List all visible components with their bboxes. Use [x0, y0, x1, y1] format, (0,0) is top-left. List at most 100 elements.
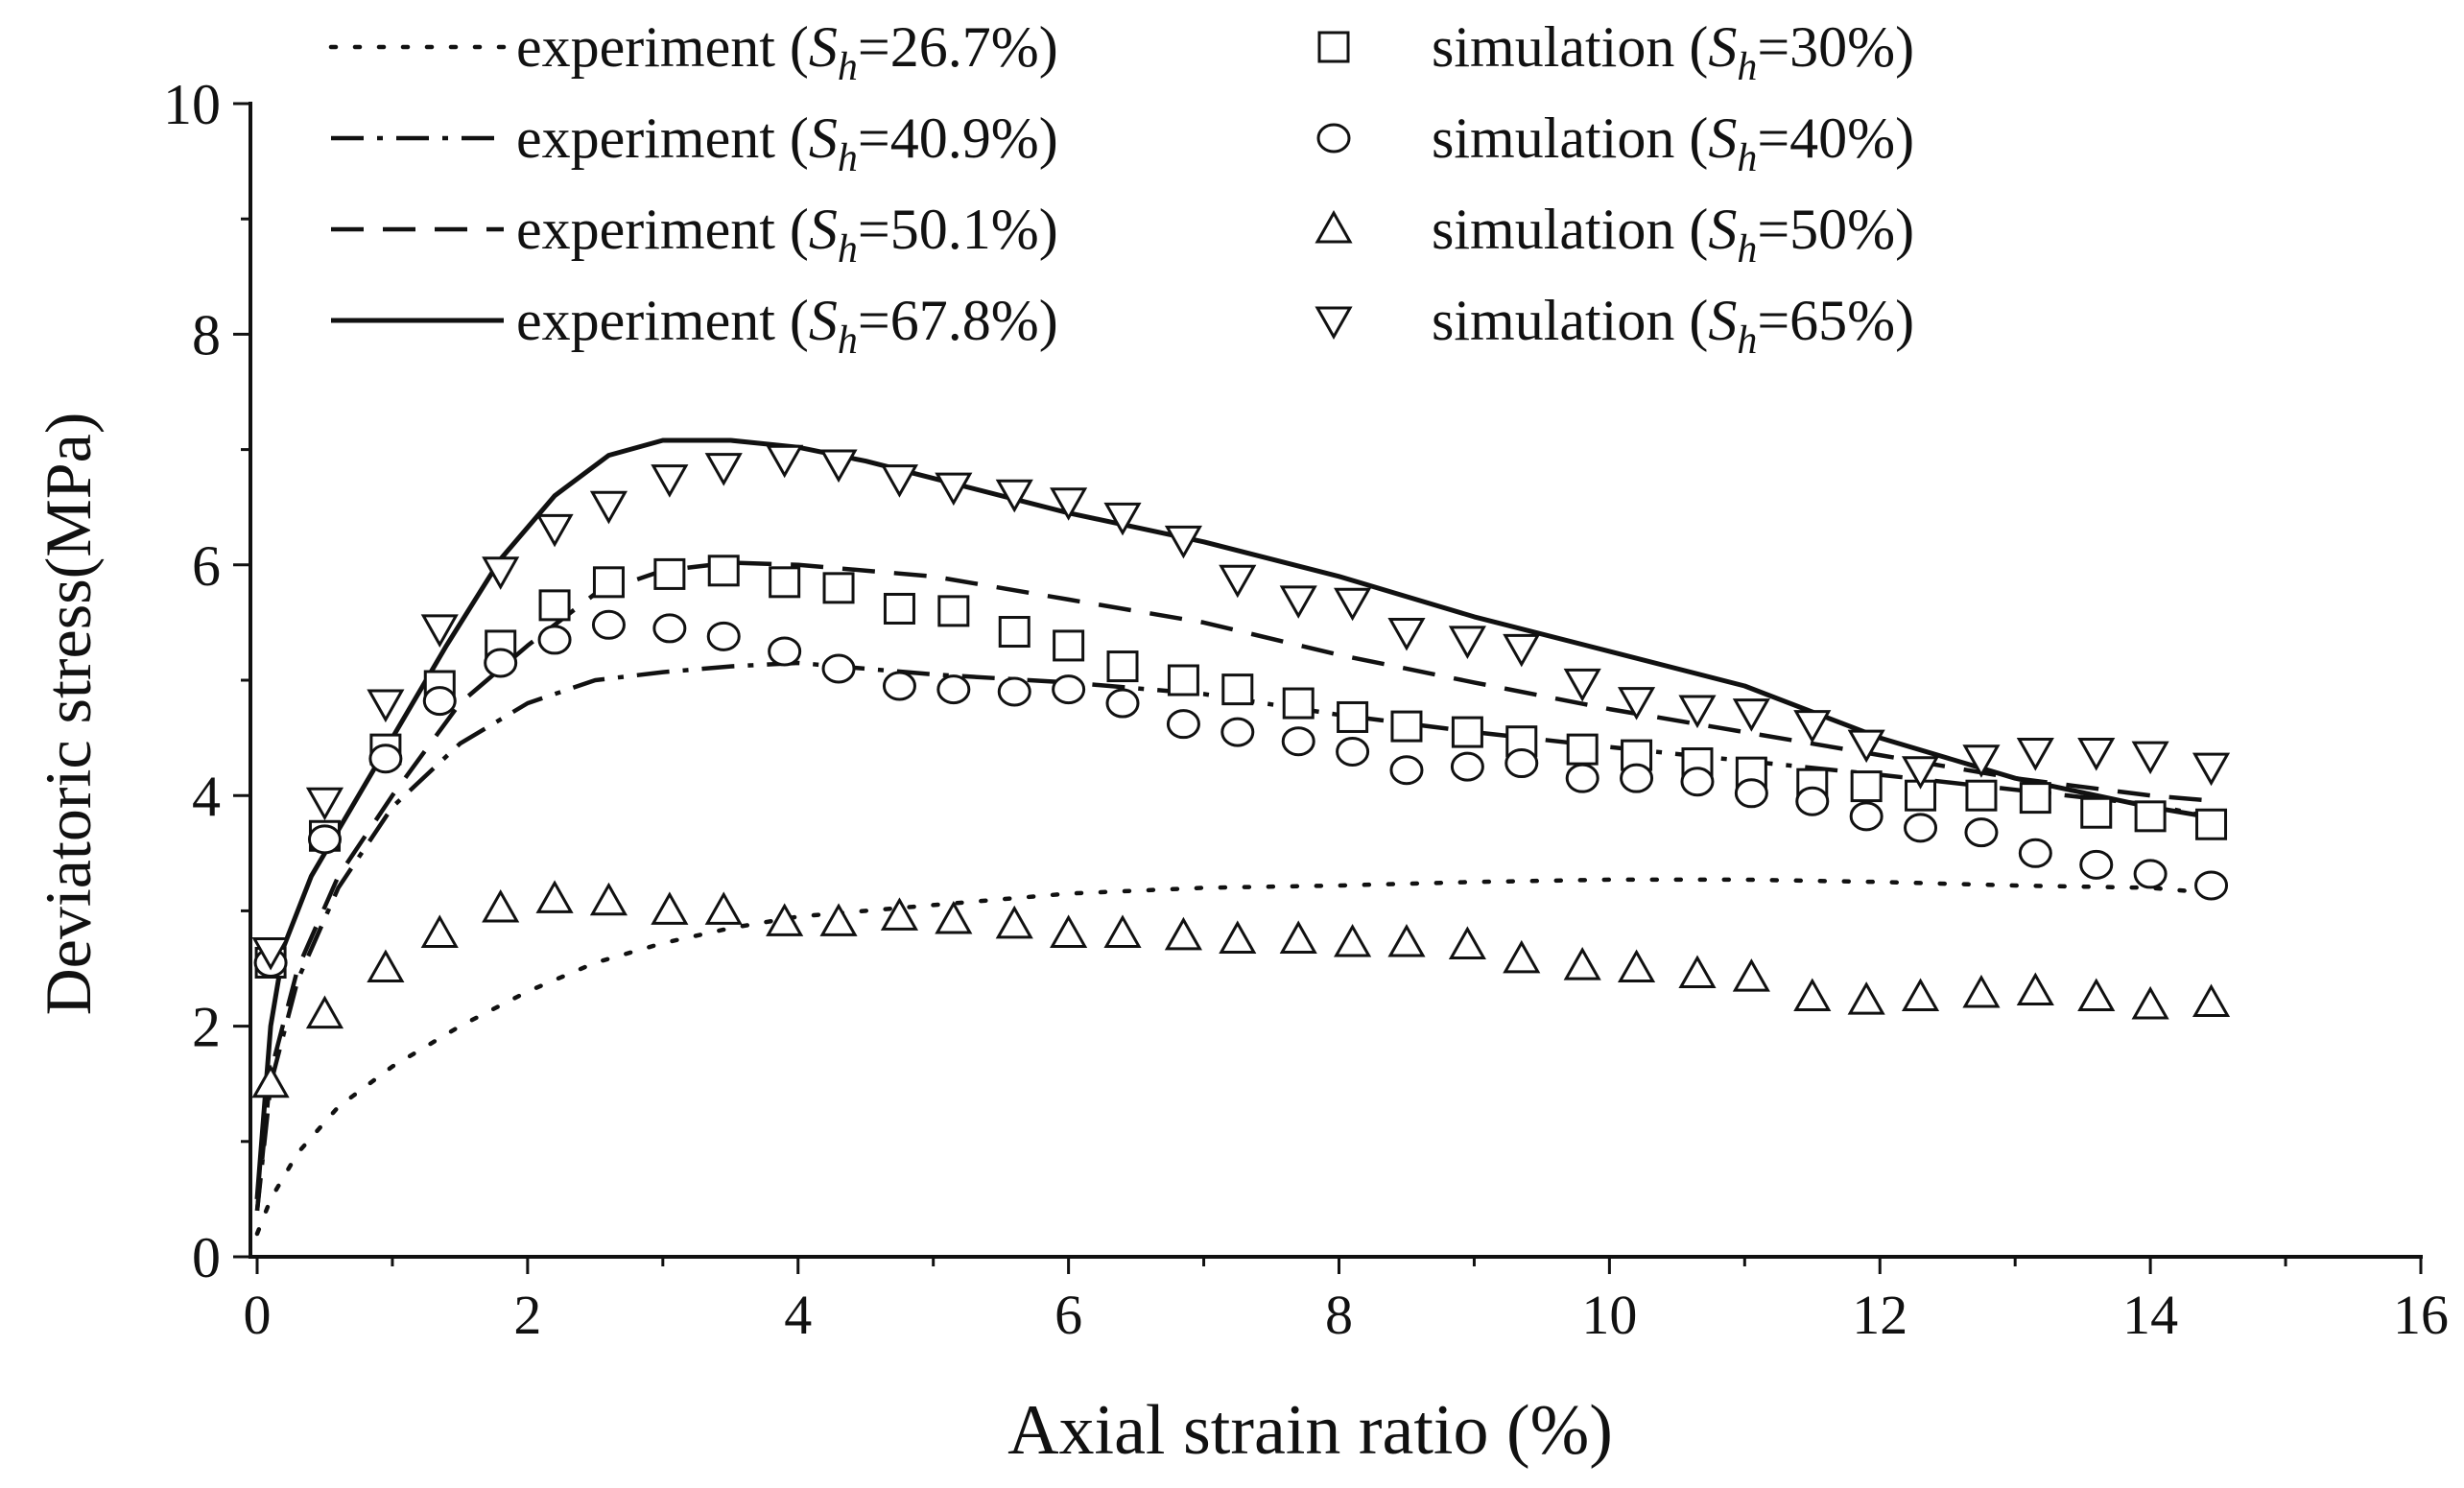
data-point-triangle-up: [2131, 985, 2169, 1020]
data-point-square: [2019, 782, 2051, 815]
data-point-circle: [591, 609, 626, 640]
data-point-square: [1106, 650, 1139, 683]
data-point-circle: [768, 636, 802, 667]
data-point-circle: [1964, 817, 1999, 848]
data-point-triangle-down: [1334, 587, 1372, 622]
data-point-triangle-down: [1503, 633, 1541, 668]
data-point-triangle-up: [819, 903, 858, 936]
data-point-triangle-up: [1050, 914, 1088, 948]
data-point-square: [2195, 808, 2228, 840]
series-6: [251, 880, 2231, 1098]
data-point-circle: [1220, 717, 1255, 747]
data-point-circle: [484, 648, 518, 678]
data-point-triangle-down: [704, 453, 743, 486]
legend-label: simulation (Sh=50%): [1432, 198, 1914, 272]
data-point-circle: [1680, 767, 1715, 797]
legend-label: simulation (Sh=65%): [1432, 289, 1914, 363]
data-point-triangle-down: [1279, 585, 1317, 619]
y-tick-label: 0: [192, 1226, 221, 1289]
y-tick-label: 4: [192, 765, 221, 828]
data-point-triangle-up: [535, 880, 574, 913]
series-line-dotted: [254, 877, 2220, 1237]
x-tick-label: 10: [1581, 1284, 1637, 1346]
data-point-square: [822, 572, 855, 604]
data-point-triangle-up: [766, 903, 804, 936]
data-point-triangle-up: [1732, 958, 1770, 992]
data-point-triangle-down: [1847, 729, 1885, 764]
data-point-square: [1390, 710, 1423, 743]
data-point-triangle-up: [1901, 978, 1940, 1012]
data-point-triangle-down: [1732, 698, 1770, 732]
data-point-triangle-up: [1164, 916, 1202, 951]
data-point-circle: [1504, 748, 1539, 779]
data-point-circle: [1620, 763, 1654, 793]
data-point-circle: [1336, 737, 1370, 768]
data-point-triangle-down: [589, 490, 628, 525]
data-point-triangle-up: [1448, 926, 1486, 959]
data-point-triangle-down: [766, 444, 804, 479]
legend-marker-triangle-up: [1315, 209, 1353, 244]
data-point-triangle-up: [1503, 939, 1541, 974]
data-point-triangle-down: [1103, 502, 1142, 536]
data-point-circle: [706, 621, 741, 651]
data-point-triangle-up: [1279, 920, 1317, 954]
data-point-square: [1337, 700, 1369, 733]
data-point-circle: [1795, 786, 1830, 816]
data-point-triangle-up: [1847, 981, 1885, 1015]
data-point-triangle-down: [2016, 738, 2054, 771]
data-point-circle: [422, 686, 457, 717]
series-line-dashed: [254, 560, 2218, 1212]
x-ticks: 0 2 4 6 8 10 12 14 16: [244, 1257, 2449, 1346]
data-point-square: [1505, 725, 1538, 758]
legend-label: experiment (Sh=50.1%): [516, 198, 1058, 272]
x-tick-label: 8: [1325, 1284, 1353, 1346]
data-point-triangle-up: [420, 914, 459, 948]
data-point-circle: [1734, 778, 1768, 809]
data-point-triangle-down: [819, 449, 858, 484]
data-point-triangle-up: [251, 1064, 290, 1098]
x-tick-label: 0: [244, 1284, 272, 1346]
data-point-square: [1053, 629, 1085, 662]
series-1: [254, 660, 2219, 1212]
data-point-circle: [307, 824, 342, 855]
data-point-triangle-up: [2077, 978, 2116, 1012]
data-point-triangle-up: [935, 900, 973, 934]
data-point-circle: [2133, 859, 2168, 889]
legend-label: experiment (Sh=40.9%): [516, 106, 1058, 180]
data-point-square: [707, 555, 740, 587]
data-point-triangle-up: [1219, 920, 1257, 954]
data-point-circle: [1052, 674, 1086, 705]
x-tick-label: 12: [1852, 1284, 1907, 1346]
legend-label: experiment (Sh=67.8%): [516, 289, 1058, 363]
x-tick-label: 14: [2122, 1284, 2178, 1346]
data-point-triangle-down: [1387, 618, 1426, 651]
data-point-triangle-down: [251, 936, 290, 971]
data-point-circle: [1389, 755, 1424, 786]
data-point-triangle-up: [1563, 947, 1601, 980]
y-tick-label: 2: [192, 996, 221, 1059]
data-point-square: [1282, 687, 1315, 720]
data-point-circle: [1565, 763, 1599, 793]
data-point-triangle-down: [1219, 564, 1257, 599]
data-point-circle: [997, 676, 1031, 707]
y-ticks: 0 2 4 6 8 10: [163, 73, 250, 1289]
data-point-triangle-up: [704, 891, 743, 925]
data-point-triangle-up: [1103, 914, 1142, 948]
plot-series: [251, 437, 2231, 1237]
data-point-triangle-up: [589, 882, 628, 916]
data-point-triangle-down: [1793, 710, 1832, 744]
data-point-triangle-down: [1962, 744, 2001, 778]
data-point-triangle-down: [2192, 752, 2231, 787]
data-point-circle: [2079, 849, 2114, 880]
data-point-square: [1566, 733, 1599, 766]
data-point-triangle-down: [2131, 741, 2169, 775]
axes: 0 2 4 6 8 10 12 14 16 0 2 4 6 8 10: [163, 73, 2449, 1346]
data-point-triangle-down: [1617, 687, 1656, 720]
data-point-triangle-up: [2192, 983, 2231, 1018]
data-point-triangle-up: [1387, 924, 1426, 957]
y-axis-label: Deviatoric stress(MPa): [32, 413, 105, 1016]
data-point-square: [653, 557, 686, 590]
data-point-square: [769, 566, 801, 599]
data-point-triangle-down: [1563, 668, 1601, 702]
